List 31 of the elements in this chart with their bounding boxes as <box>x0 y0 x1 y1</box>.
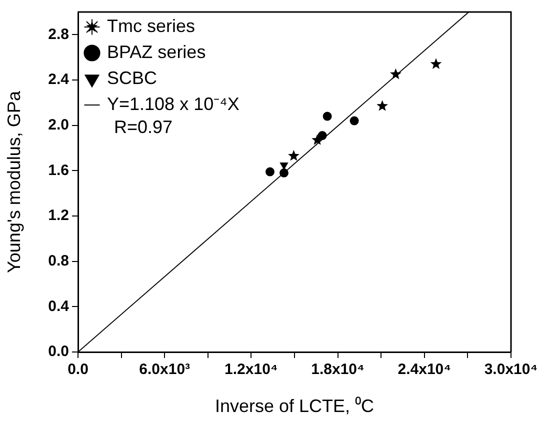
y-tick-label: 1.6 <box>48 162 69 179</box>
x-tick-label: 3.0x10⁴ <box>484 361 538 378</box>
y-tick-label: 0.8 <box>48 252 69 270</box>
y-tick-label: 2.8 <box>48 26 69 43</box>
annotation: R=0.97 <box>114 116 173 137</box>
point <box>318 131 327 140</box>
x-tick-label: 1.2x10⁴ <box>224 361 278 378</box>
point <box>430 58 442 69</box>
x-tick-label: 1.8x10⁴ <box>311 361 364 378</box>
point <box>322 112 332 121</box>
point <box>390 68 402 80</box>
x-axis-title: Inverse of LCTE, ⁰C <box>214 396 374 416</box>
legend-label: Tmc series <box>107 16 196 36</box>
point <box>350 116 359 126</box>
y-tick-label: 0.4 <box>48 298 70 315</box>
x-tick-label: 2.4x10⁴ <box>398 361 452 378</box>
legend-label: SCBC <box>107 68 158 88</box>
y-axis-title: Young's modulus, GPa <box>4 90 24 273</box>
point <box>279 168 288 178</box>
point <box>288 150 300 161</box>
y-tick-label: 2.4 <box>48 71 70 88</box>
legend-label: BPAZ series <box>107 42 206 62</box>
y-tick-label: 0.0 <box>48 343 69 360</box>
x-tick-label: 0.0 <box>68 361 88 378</box>
point <box>280 162 288 170</box>
x-tick-label: 6.0x10³ <box>139 361 190 378</box>
point <box>265 167 274 176</box>
y-tick-label: 2.0 <box>48 116 69 134</box>
point <box>376 100 388 111</box>
y-tick-label: 1.2 <box>48 207 69 224</box>
legend-label: Y=1.108 x 10⁻⁴X <box>107 94 240 114</box>
